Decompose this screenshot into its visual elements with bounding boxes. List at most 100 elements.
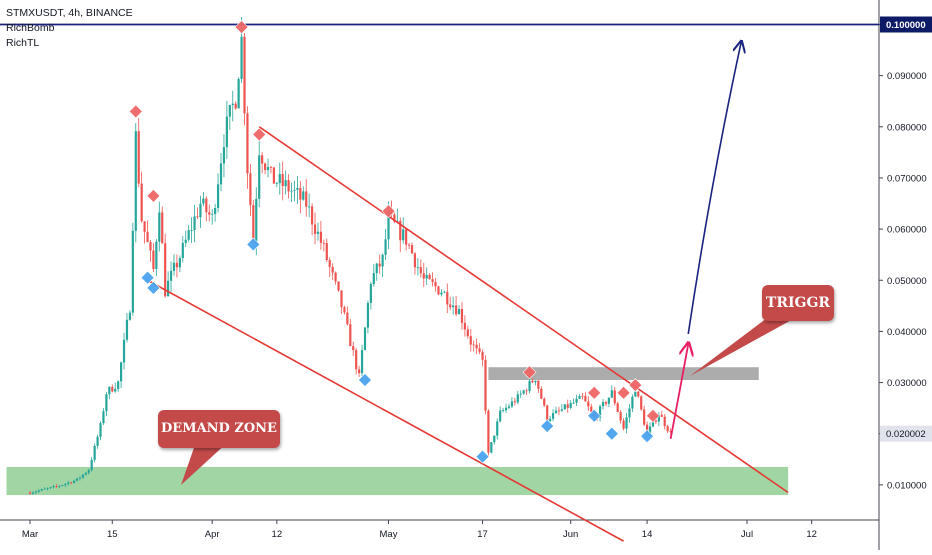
- candle-body: [211, 213, 214, 215]
- candle-body: [563, 404, 566, 410]
- swing-low-marker: [640, 429, 655, 444]
- candle-body: [531, 380, 534, 383]
- candle-body: [290, 190, 293, 192]
- candle-body: [457, 309, 461, 315]
- candle-body: [55, 486, 58, 487]
- candle-body: [158, 212, 161, 242]
- candle-body: [172, 262, 176, 271]
- candle-body: [434, 281, 437, 287]
- chart-legend: STMXUSDT, 4h, BINANCE RichBomb RichTL: [6, 6, 133, 51]
- candle-body: [196, 216, 199, 218]
- candle-body: [225, 116, 228, 148]
- candle-body: [114, 388, 117, 392]
- candle-body: [216, 184, 220, 209]
- candle-body: [67, 482, 70, 484]
- candle-body: [134, 131, 137, 231]
- candle-body: [387, 211, 390, 240]
- candle-body: [343, 307, 346, 313]
- swing-low-marker: [140, 270, 155, 285]
- lower-trendline[interactable]: [147, 279, 624, 542]
- price-tick-label: 0.030000: [887, 378, 927, 389]
- swing-low-marker: [146, 280, 161, 295]
- target-price-label: 0.100000: [886, 20, 926, 31]
- symbol-label[interactable]: STMXUSDT, 4h, BINANCE: [6, 7, 133, 19]
- demand-zone-callout: DEMAND ZONE: [158, 410, 280, 448]
- candle-body: [569, 402, 572, 408]
- swing-low-marker: [604, 426, 619, 441]
- plot-area[interactable]: [0, 0, 878, 520]
- candle-body: [305, 191, 308, 207]
- candle-body: [466, 329, 469, 337]
- candle-body: [601, 402, 605, 407]
- candle-body: [337, 281, 340, 291]
- candle-body: [384, 239, 387, 255]
- candle-body: [669, 431, 672, 433]
- candle-body: [475, 344, 478, 349]
- candle-body: [281, 174, 284, 187]
- time-tick-label: Apr: [205, 529, 220, 540]
- candle-body: [334, 272, 337, 282]
- candle-body: [28, 492, 32, 494]
- candle-body: [284, 180, 287, 187]
- candle-body: [119, 362, 123, 382]
- candle-body: [155, 241, 158, 269]
- candle-body: [249, 173, 252, 206]
- swing-high-marker: [587, 385, 602, 400]
- candle-body: [278, 174, 281, 184]
- candle-body: [610, 390, 613, 398]
- candle-body: [319, 231, 323, 243]
- candle-body: [657, 414, 660, 422]
- candle-body: [575, 398, 578, 403]
- candle-body: [269, 167, 273, 168]
- candle-body: [663, 416, 666, 427]
- candle-body: [152, 250, 155, 269]
- candle-body: [64, 483, 67, 486]
- candle-body: [422, 273, 425, 279]
- candle-body: [222, 147, 226, 164]
- candle-body: [214, 208, 217, 214]
- candle-body: [557, 410, 561, 412]
- candle-body: [178, 258, 181, 268]
- candle-body: [131, 230, 134, 313]
- price-tick-label: 0.040000: [887, 327, 927, 338]
- candle-body: [372, 273, 375, 285]
- candle-body: [352, 346, 355, 351]
- candle-body: [428, 274, 431, 280]
- candle-body: [234, 103, 237, 109]
- candle-body: [299, 188, 302, 200]
- candle-body: [322, 242, 325, 244]
- candle-body: [578, 395, 581, 399]
- candle-body: [358, 369, 361, 374]
- time-tick-label: Jul: [741, 529, 753, 540]
- candle-body: [648, 426, 652, 433]
- candle-body: [58, 485, 61, 487]
- candle-body: [507, 406, 511, 408]
- candle-body: [111, 386, 114, 392]
- candle-body: [534, 380, 537, 383]
- candle-body: [616, 403, 619, 413]
- candle-body: [454, 305, 458, 315]
- swing-high-marker: [128, 104, 143, 119]
- time-tick-label: 12: [806, 529, 817, 540]
- candle-body: [108, 386, 111, 395]
- indicator-richbomb-label[interactable]: RichBomb: [6, 22, 55, 34]
- candle-body: [308, 206, 311, 208]
- candle-body: [40, 489, 43, 491]
- candle-body: [328, 260, 331, 267]
- time-tick-label: 14: [642, 529, 653, 540]
- candle-body: [584, 395, 587, 402]
- candle-body: [484, 359, 487, 411]
- candle-body: [504, 407, 508, 411]
- time-tick-label: 17: [477, 529, 488, 540]
- candle-body: [122, 339, 126, 363]
- candle-body: [360, 350, 364, 374]
- upper-trendline[interactable]: [258, 126, 789, 494]
- candle-body: [622, 420, 625, 429]
- candle-body: [528, 380, 531, 392]
- indicator-richtl-label[interactable]: RichTL: [6, 37, 40, 49]
- candle-body: [416, 267, 419, 268]
- candle-body: [175, 262, 179, 268]
- candle-body: [81, 474, 84, 478]
